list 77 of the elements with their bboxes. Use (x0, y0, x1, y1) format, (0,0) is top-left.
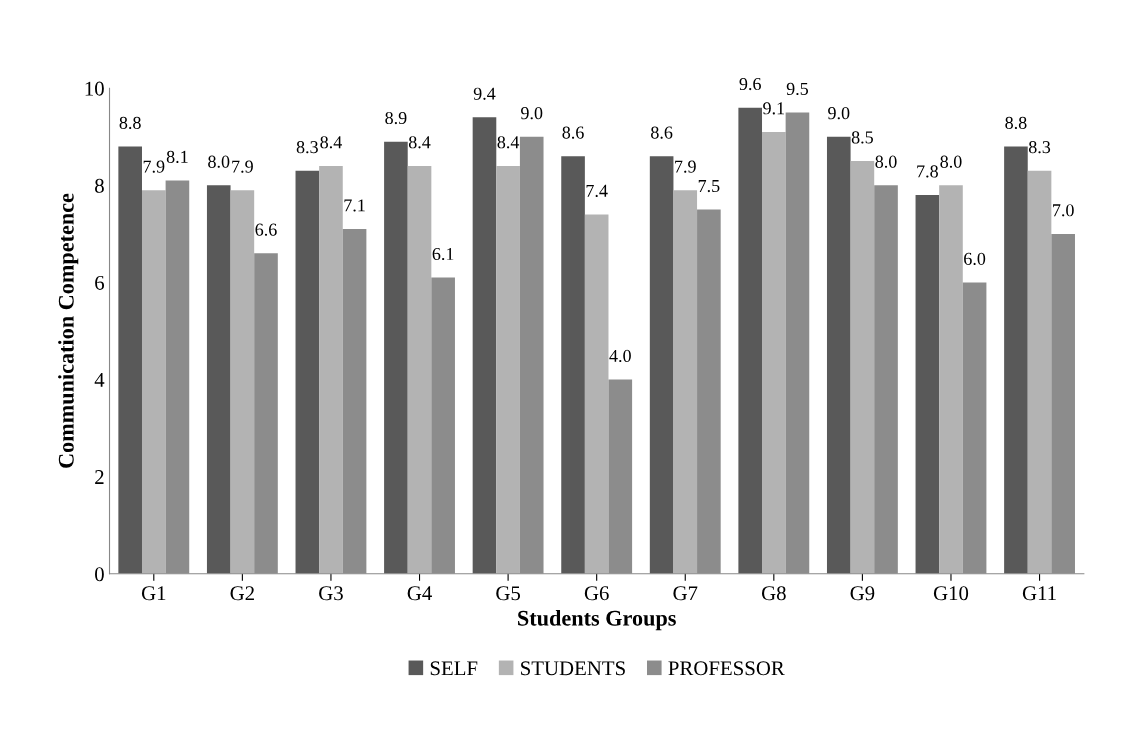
legend-label: SELF (430, 661, 478, 676)
data-label: 6.0 (964, 252, 986, 265)
bar (850, 161, 875, 574)
x-tick-label: G6 (584, 586, 609, 601)
data-label: 8.4 (408, 136, 431, 149)
data-label: 7.9 (143, 160, 165, 173)
legend-label: STUDENTS (521, 661, 625, 676)
data-label: 7.9 (675, 160, 696, 173)
bar (762, 131, 786, 574)
data-label: 8.0 (875, 155, 897, 168)
data-label: 9.5 (786, 82, 809, 96)
data-label: 7.1 (344, 199, 365, 212)
data-label: 8.6 (651, 126, 673, 139)
bar (1004, 146, 1028, 574)
data-label: 6.6 (255, 223, 277, 236)
data-label: 9.6 (739, 77, 761, 91)
bar (915, 195, 940, 574)
y-tick-label: 6 (95, 275, 105, 290)
bar (118, 146, 142, 574)
data-label: 7.9 (232, 160, 253, 173)
bar (496, 165, 520, 574)
data-label: 8.9 (385, 111, 407, 125)
bar (230, 190, 255, 574)
x-tick-label: G1 (141, 586, 166, 601)
bar (561, 156, 585, 574)
data-label: 8.8 (1005, 116, 1027, 130)
bar (472, 117, 497, 574)
data-label: 4.0 (609, 349, 631, 363)
y-tick-label: 2 (95, 470, 104, 484)
y-tick-label: 4 (94, 373, 105, 387)
data-label: 7.0 (1053, 204, 1074, 217)
bar (1027, 170, 1052, 574)
data-label: 8.0 (208, 155, 230, 168)
x-tick-label: G11 (1022, 586, 1056, 601)
bar (384, 141, 408, 574)
x-axis-title: Students Groups (518, 610, 676, 631)
bar (206, 185, 231, 574)
y-tick-label: 10 (85, 81, 104, 96)
data-label: 8.3 (296, 141, 318, 154)
data-label: 7.8 (917, 165, 938, 178)
bar (738, 107, 763, 574)
x-tick-label: G10 (933, 586, 969, 601)
data-label: 9.1 (763, 102, 785, 115)
bar (826, 136, 851, 574)
data-label: 8.4 (320, 136, 342, 149)
data-label: 7.4 (586, 184, 608, 197)
bar (649, 156, 674, 574)
x-tick-label: G7 (673, 586, 698, 601)
bar (319, 165, 343, 574)
data-label: 6.1 (432, 247, 454, 261)
bar (141, 190, 166, 574)
bar (584, 214, 609, 574)
data-label: 7.5 (698, 180, 720, 193)
x-tick-label: G9 (850, 586, 875, 601)
data-label: 8.1 (166, 150, 188, 163)
x-tick-label: G4 (407, 586, 432, 601)
data-label: 8.8 (119, 116, 141, 130)
legend-label: PROFESSOR (668, 661, 785, 676)
data-label: 8.4 (497, 136, 520, 149)
bar (295, 170, 320, 574)
bar (673, 190, 698, 574)
data-label: 8.5 (851, 131, 873, 144)
bar (407, 165, 432, 574)
data-label: 9.0 (521, 107, 543, 120)
data-label: 8.3 (1028, 141, 1051, 154)
x-tick-label: G8 (761, 586, 786, 601)
y-tick-label: 8 (95, 178, 104, 193)
data-label: 8.0 (940, 155, 962, 168)
data-label: 8.6 (562, 126, 584, 139)
data-label: 9.0 (828, 107, 850, 120)
y-axis-title: Communication Competence (58, 193, 79, 468)
x-tick-label: G3 (319, 586, 343, 601)
y-tick-label: 0 (95, 567, 104, 582)
x-tick-label: G5 (496, 586, 521, 601)
bar (939, 185, 963, 574)
x-tick-label: G2 (230, 586, 254, 601)
data-label: 9.4 (473, 87, 496, 100)
